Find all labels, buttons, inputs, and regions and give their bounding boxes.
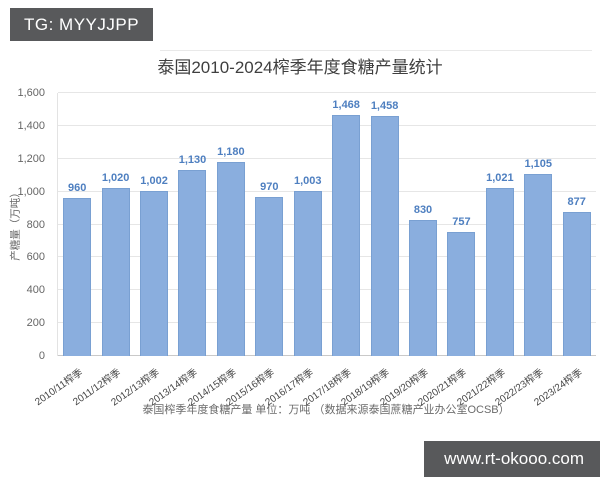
y-tick-label: 1,200 (17, 152, 45, 165)
bar-column: 1,458 (365, 93, 403, 356)
bars: 960 1,020 1,002 1,130 1,180 970 1,003 1,468 1,45… (58, 93, 596, 356)
title-top-rule (160, 50, 592, 51)
y-tick-label: 400 (26, 284, 45, 297)
bar-column: 1,180 (212, 93, 250, 356)
bar-column: 1,105 (519, 93, 557, 356)
x-axis-ticks: 2010/11榨季 2011/12榨季 2012/13榨季 2013/14榨季 2014… (33, 357, 595, 408)
bar-2011/12榨季 (101, 188, 130, 356)
bar-value-label: 1,468 (332, 98, 360, 111)
bar-column: 1,020 (96, 93, 134, 356)
gridline (58, 92, 596, 93)
bar-2010/11榨季 (63, 198, 92, 356)
bar-column: 970 (250, 93, 288, 356)
bar-value-label: 1,458 (370, 100, 399, 113)
bar-value-label: 757 (452, 215, 471, 228)
bar-value-label: 970 (260, 180, 279, 193)
bar-value-label: 1,002 (140, 175, 168, 188)
bar-column: 1,130 (173, 93, 211, 356)
bar-2016/17榨季 (293, 191, 322, 356)
gridline (58, 289, 596, 291)
bar-2022/23榨季 (524, 174, 553, 356)
bar-column: 1,021 (481, 93, 519, 356)
bar-2017/18榨季 (332, 114, 361, 356)
bar-value-label: 1,105 (524, 158, 553, 171)
bar-value-label: 830 (413, 203, 433, 216)
bar-2013/14榨季 (178, 170, 207, 356)
gridline (58, 256, 596, 258)
y-tick-label: 1,000 (17, 185, 45, 198)
bar-2023/24榨季 (562, 211, 591, 356)
bar-column: 877 (557, 93, 595, 356)
bar-2021/22榨季 (485, 188, 514, 356)
tg-badge-label: TG: MYYJJPP (24, 15, 140, 34)
bar-column: 960 (58, 93, 96, 356)
gridline (58, 190, 596, 192)
bar-column: 1,003 (289, 93, 327, 356)
gridline (58, 124, 596, 126)
bar-value-label: 877 (567, 195, 586, 208)
bar-value-label: 960 (68, 182, 87, 195)
bar-value-label: 1,021 (486, 172, 514, 185)
y-tick-label: 200 (26, 317, 45, 330)
y-tick-label: 1,600 (17, 87, 45, 99)
y-axis-ticks: 0 200 400 600 800 1,000 1,200 1,400 1,600 (0, 87, 51, 362)
bar-value-label: 1,180 (217, 146, 245, 159)
bar-2018/19榨季 (370, 116, 399, 356)
bar-2012/13榨季 (140, 191, 169, 356)
bar-value-label: 1,003 (293, 175, 322, 188)
bar-column: 1,468 (327, 93, 365, 356)
gridline (58, 355, 596, 356)
y-tick-label: 800 (26, 218, 45, 231)
bar-value-label: 1,020 (101, 172, 130, 185)
tg-badge: TG: MYYJJPP (10, 8, 154, 41)
watermark: www.rt-okooo.com (424, 441, 600, 477)
gridline (58, 157, 596, 159)
y-tick-label: 600 (26, 251, 45, 264)
gridline (58, 223, 596, 225)
chart-footnote: 泰国榨季年度食糖产量 单位：万吨 （数据来源泰国蔗糖产业办公室OCSB） (142, 404, 510, 416)
watermark-label: www.rt-okooo.com (444, 449, 584, 468)
bar-column: 830 (404, 93, 442, 356)
bar-2014/15榨季 (216, 162, 245, 356)
y-tick-label: 0 (38, 350, 45, 362)
bar-value-label: 1,130 (178, 154, 207, 167)
chart-title: 泰国2010-2024榨季年度食糖产量统计 (157, 58, 443, 77)
bar-2019/20榨季 (409, 219, 437, 356)
plot-area: 960 1,020 1,002 1,130 1,180 970 1,003 1,468 1,45… (57, 92, 596, 356)
gridline (58, 322, 596, 324)
bar-column: 757 (442, 93, 480, 356)
bar-2015/16榨季 (255, 196, 284, 356)
bar-2020/21榨季 (447, 231, 476, 356)
y-tick-label: 1,400 (17, 119, 45, 132)
bar-column: 1,002 (135, 93, 173, 356)
